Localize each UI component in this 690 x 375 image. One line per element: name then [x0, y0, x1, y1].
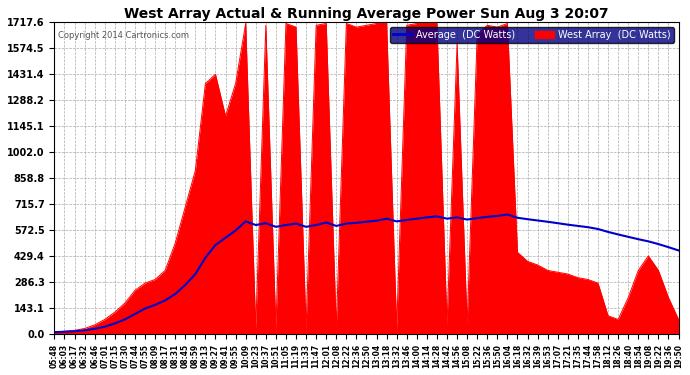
Legend: Average  (DC Watts), West Array  (DC Watts): Average (DC Watts), West Array (DC Watts… [390, 27, 673, 43]
Text: Copyright 2014 Cartronics.com: Copyright 2014 Cartronics.com [57, 32, 188, 40]
Title: West Array Actual & Running Average Power Sun Aug 3 20:07: West Array Actual & Running Average Powe… [124, 7, 609, 21]
